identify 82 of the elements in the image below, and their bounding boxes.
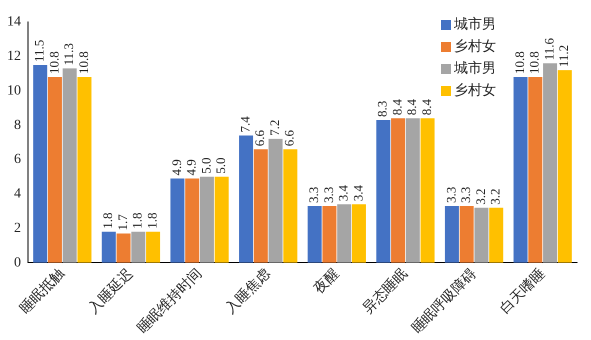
data-label: 11.6 <box>541 38 556 60</box>
bar <box>170 178 184 263</box>
legend-label: 乡村女 <box>454 82 496 99</box>
x-tick-label: 夜醒 <box>311 266 342 297</box>
y-tick-label: 4 <box>14 186 21 202</box>
data-label: 1.8 <box>130 212 145 229</box>
bar <box>337 204 352 263</box>
y-tick-label: 14 <box>7 14 21 30</box>
y-tick-label: 8 <box>14 118 21 133</box>
bar <box>460 206 474 263</box>
bar <box>543 63 558 263</box>
data-label: 5.0 <box>198 158 214 174</box>
data-label: 3.3 <box>458 186 474 203</box>
bar <box>185 178 200 263</box>
data-label: 3.2 <box>488 188 503 205</box>
data-label: 10.8 <box>76 51 91 74</box>
bar <box>420 118 435 263</box>
bar <box>308 206 322 263</box>
bar <box>352 204 366 263</box>
bar <box>283 149 298 263</box>
x-tick-label: 异态睡眠 <box>360 266 411 317</box>
bar <box>406 118 420 263</box>
bar <box>254 149 268 263</box>
bar <box>528 77 542 263</box>
bar <box>444 206 459 263</box>
data-label: 3.4 <box>336 184 351 202</box>
bar <box>77 77 92 263</box>
bar <box>391 118 406 263</box>
y-tick-label: 2 <box>14 221 21 236</box>
data-label: 8.4 <box>418 98 434 116</box>
y-tick-label: 12 <box>7 49 21 64</box>
bar <box>214 176 229 263</box>
data-label: 8.4 <box>404 98 420 116</box>
bar <box>239 135 254 263</box>
bar <box>116 233 131 263</box>
data-label: 11.3 <box>61 43 76 66</box>
x-tick-label: 睡眠呼吸障碍 <box>408 266 480 336</box>
data-label: 10.8 <box>526 51 542 74</box>
data-label: 5.0 <box>213 158 228 174</box>
data-label: 1.8 <box>100 212 116 229</box>
data-label: 10.8 <box>512 51 527 74</box>
data-label: 4.9 <box>184 159 199 176</box>
bar <box>376 120 390 263</box>
data-label: 1.8 <box>144 212 160 229</box>
data-label: 7.4 <box>237 116 252 132</box>
bar <box>322 206 336 263</box>
y-tick-label: 6 <box>14 152 21 168</box>
data-label: 6.6 <box>282 129 297 146</box>
legend-label: 城市男 <box>453 60 496 77</box>
bar <box>33 64 48 263</box>
bar <box>131 232 146 263</box>
bar <box>200 176 214 263</box>
data-label: 3.3 <box>320 186 336 203</box>
data-label: 11.5 <box>32 40 47 62</box>
data-label: 4.9 <box>168 159 184 176</box>
bar <box>48 77 62 263</box>
legend-label: 城市男 <box>453 16 496 33</box>
bar <box>268 138 283 263</box>
data-label: 8.4 <box>389 98 404 116</box>
x-tick-label: 白天嗜睡 <box>497 266 548 317</box>
data-label: 3.3 <box>306 186 322 203</box>
data-label: 3.3 <box>443 186 458 203</box>
data-label: 7.2 <box>266 120 282 136</box>
bar <box>514 77 528 263</box>
data-label: 6.6 <box>252 129 268 146</box>
x-tick-label: 入睡延迟 <box>85 266 136 317</box>
bar <box>474 208 488 263</box>
x-tick-label: 入睡焦虑 <box>222 266 274 317</box>
y-tick-label: 10 <box>7 83 21 98</box>
data-label: 3.2 <box>472 188 488 205</box>
data-label: 8.3 <box>374 100 390 118</box>
bar <box>146 232 160 263</box>
x-tick-label: 睡眠维持时间 <box>134 266 205 336</box>
legend-label: 乡村女 <box>454 38 496 55</box>
data-label: 10.8 <box>46 51 62 74</box>
bar <box>62 68 77 263</box>
bar <box>558 70 572 263</box>
bar <box>102 232 116 263</box>
data-label: 3.4 <box>350 184 366 202</box>
data-label: 11.2 <box>556 44 572 68</box>
data-label: 1.7 <box>114 214 130 230</box>
bar <box>489 208 504 263</box>
